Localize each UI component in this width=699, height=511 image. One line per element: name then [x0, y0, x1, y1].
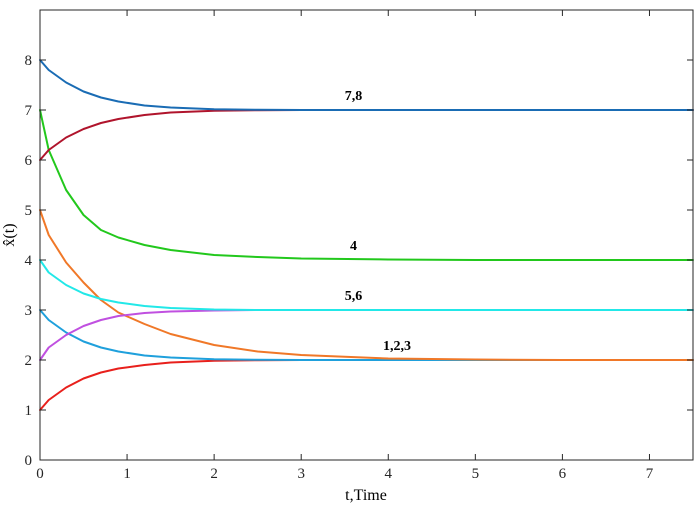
- series-line-3: [39, 209, 694, 361]
- x-tick-label: 2: [210, 466, 218, 482]
- x-tick-label: 3: [297, 466, 305, 482]
- x-axis-title: t,Time: [345, 487, 387, 504]
- tick-layer: 0 1 2 3 4 5 6 7 0 1 2 3 4 5 6 7 8: [25, 10, 693, 482]
- x-tick-label: 7: [646, 466, 654, 482]
- series-line-8: [39, 59, 694, 111]
- series-line-4: [39, 109, 694, 261]
- y-tick-label: 4: [25, 253, 33, 269]
- y-tick-label: 6: [25, 153, 33, 169]
- x-tick-label: 5: [472, 466, 480, 482]
- y-tick-label: 0: [25, 453, 33, 469]
- series-layer: [39, 59, 694, 411]
- curve-annotation: 7,8: [345, 89, 363, 104]
- plot-frame: [39, 9, 694, 461]
- y-tick-label: 5: [25, 203, 33, 219]
- x-tick-label: 1: [123, 466, 131, 482]
- y-tick-label: 2: [25, 353, 33, 369]
- y-tick-label: 3: [25, 303, 33, 319]
- y-tick-label: 1: [25, 403, 33, 419]
- plot-background: [40, 10, 693, 460]
- y-tick-label: 7: [25, 103, 33, 119]
- x-tick-label: 4: [385, 466, 393, 482]
- x-tick-label: 0: [36, 466, 44, 482]
- curve-annotation: 1,2,3: [383, 339, 411, 354]
- annotation-layer: 7,8 4 5,6 1,2,3: [345, 89, 411, 354]
- x-tick-label: 6: [559, 466, 567, 482]
- curve-annotation: 5,6: [345, 289, 363, 304]
- series-line-6: [39, 259, 694, 311]
- curve-annotation: 4: [350, 239, 357, 254]
- y-tick-label: 8: [25, 53, 33, 69]
- y-axis-title: x̂(t): [1, 223, 18, 246]
